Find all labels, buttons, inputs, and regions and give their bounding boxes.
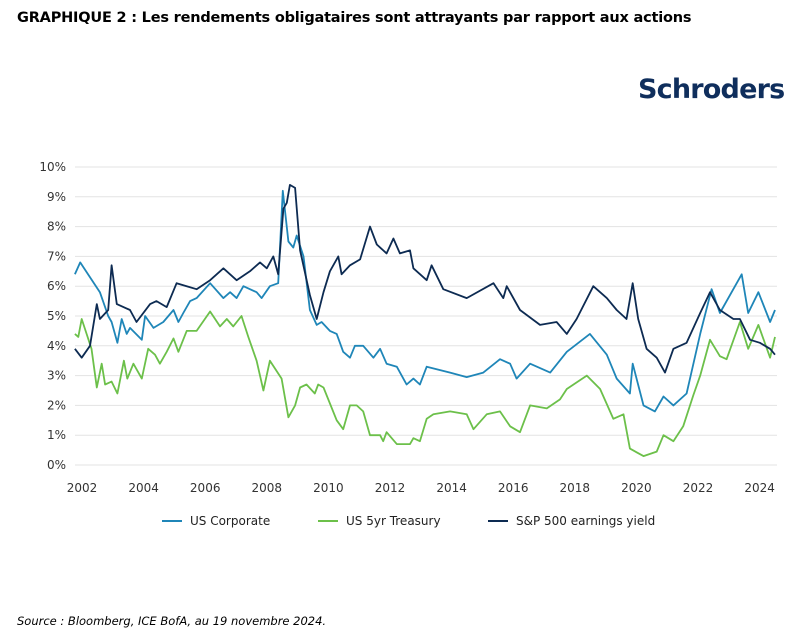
y-tick-label: 9% xyxy=(47,190,66,204)
x-tick-label: 2006 xyxy=(190,481,221,495)
legend: US Corporate US 5yr Treasury S&P 500 earni… xyxy=(162,514,655,528)
series-line-s-p-500-earnings-yield xyxy=(74,184,776,374)
y-tick-label: 2% xyxy=(47,398,66,412)
x-tick-label: 2024 xyxy=(744,481,775,495)
x-tick-label: 2018 xyxy=(560,481,591,495)
x-tick-label: 2014 xyxy=(436,481,467,495)
legend-label: US 5yr Treasury xyxy=(346,514,441,528)
x-tick-label: 2010 xyxy=(313,481,344,495)
x-tick-label: 2012 xyxy=(375,481,406,495)
y-tick-label: 4% xyxy=(47,339,66,353)
series-line-us-corporate xyxy=(74,189,776,413)
chart-title: GRAPHIQUE 2 : Les rendements obligataire… xyxy=(17,10,692,26)
legend-label: US Corporate xyxy=(190,514,270,528)
x-axis-ticks: 2002 2004 2006 2008 2010 2012 2014 2016 2018 2020… xyxy=(67,481,775,495)
y-tick-label: 1% xyxy=(47,428,66,442)
y-tick-label: 0% xyxy=(47,458,66,472)
y-tick-label: 7% xyxy=(47,249,66,263)
legend-label: S&P 500 earnings yield xyxy=(516,514,655,528)
series-lines xyxy=(74,184,776,457)
y-tick-label: 10% xyxy=(39,160,66,174)
x-tick-label: 2002 xyxy=(67,481,98,495)
gridlines xyxy=(75,166,777,466)
line-chart: 0% 1% 2% 3% 4% 5% 6% 7% 8% 9% 10% 2002 2004 2006 2008… xyxy=(39,160,777,528)
y-tick-label: 5% xyxy=(47,309,66,323)
y-tick-label: 8% xyxy=(47,220,66,234)
x-tick-label: 2004 xyxy=(128,481,159,495)
x-tick-label: 2022 xyxy=(683,481,714,495)
x-tick-label: 2008 xyxy=(252,481,283,495)
y-tick-label: 3% xyxy=(47,369,66,383)
x-tick-label: 2016 xyxy=(498,481,529,495)
y-tick-label: 6% xyxy=(47,279,66,293)
source-note: Source : Bloomberg, ICE BofA, au 19 nove… xyxy=(17,614,327,628)
schroders-logo: Schroders xyxy=(638,74,785,105)
x-tick-label: 2020 xyxy=(621,481,652,495)
y-axis-ticks: 0% 1% 2% 3% 4% 5% 6% 7% 8% 9% 10% xyxy=(39,160,66,472)
series-line-us-5yr-treasury xyxy=(74,310,776,457)
